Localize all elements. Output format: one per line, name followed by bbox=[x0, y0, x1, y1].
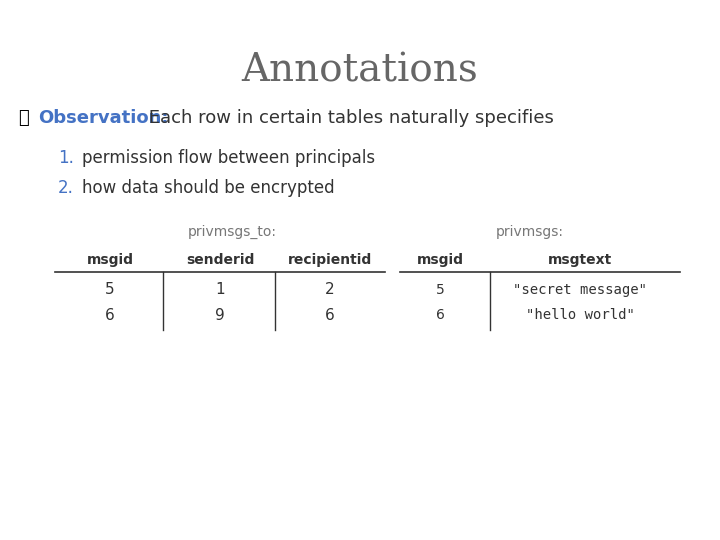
Text: 2.: 2. bbox=[58, 179, 74, 197]
Text: permission flow between principals: permission flow between principals bbox=[82, 149, 375, 167]
Text: "hello world": "hello world" bbox=[526, 308, 634, 322]
Text: "secret message": "secret message" bbox=[513, 283, 647, 297]
Text: privmsgs_to:: privmsgs_to: bbox=[187, 225, 276, 239]
Text: 2: 2 bbox=[325, 282, 335, 298]
Text: senderid: senderid bbox=[186, 253, 254, 267]
Text: 6: 6 bbox=[436, 308, 444, 322]
Text: 1.: 1. bbox=[58, 149, 74, 167]
Text: Each row in certain tables naturally specifies: Each row in certain tables naturally spe… bbox=[143, 109, 554, 127]
Text: 9: 9 bbox=[215, 307, 225, 322]
Text: msgid: msgid bbox=[416, 253, 464, 267]
Text: Observation:: Observation: bbox=[38, 109, 168, 127]
Text: msgid: msgid bbox=[86, 253, 133, 267]
Text: 6: 6 bbox=[105, 307, 115, 322]
Text: 1: 1 bbox=[215, 282, 225, 298]
Text: 5: 5 bbox=[105, 282, 114, 298]
Text: 6: 6 bbox=[325, 307, 335, 322]
Text: recipientid: recipientid bbox=[288, 253, 372, 267]
Text: Annotations: Annotations bbox=[242, 52, 478, 89]
Text: privmsgs:: privmsgs: bbox=[496, 225, 564, 239]
Text: msgtext: msgtext bbox=[548, 253, 612, 267]
Text: how data should be encrypted: how data should be encrypted bbox=[82, 179, 335, 197]
Text: 💡: 💡 bbox=[18, 109, 29, 127]
Text: 5: 5 bbox=[436, 283, 444, 297]
